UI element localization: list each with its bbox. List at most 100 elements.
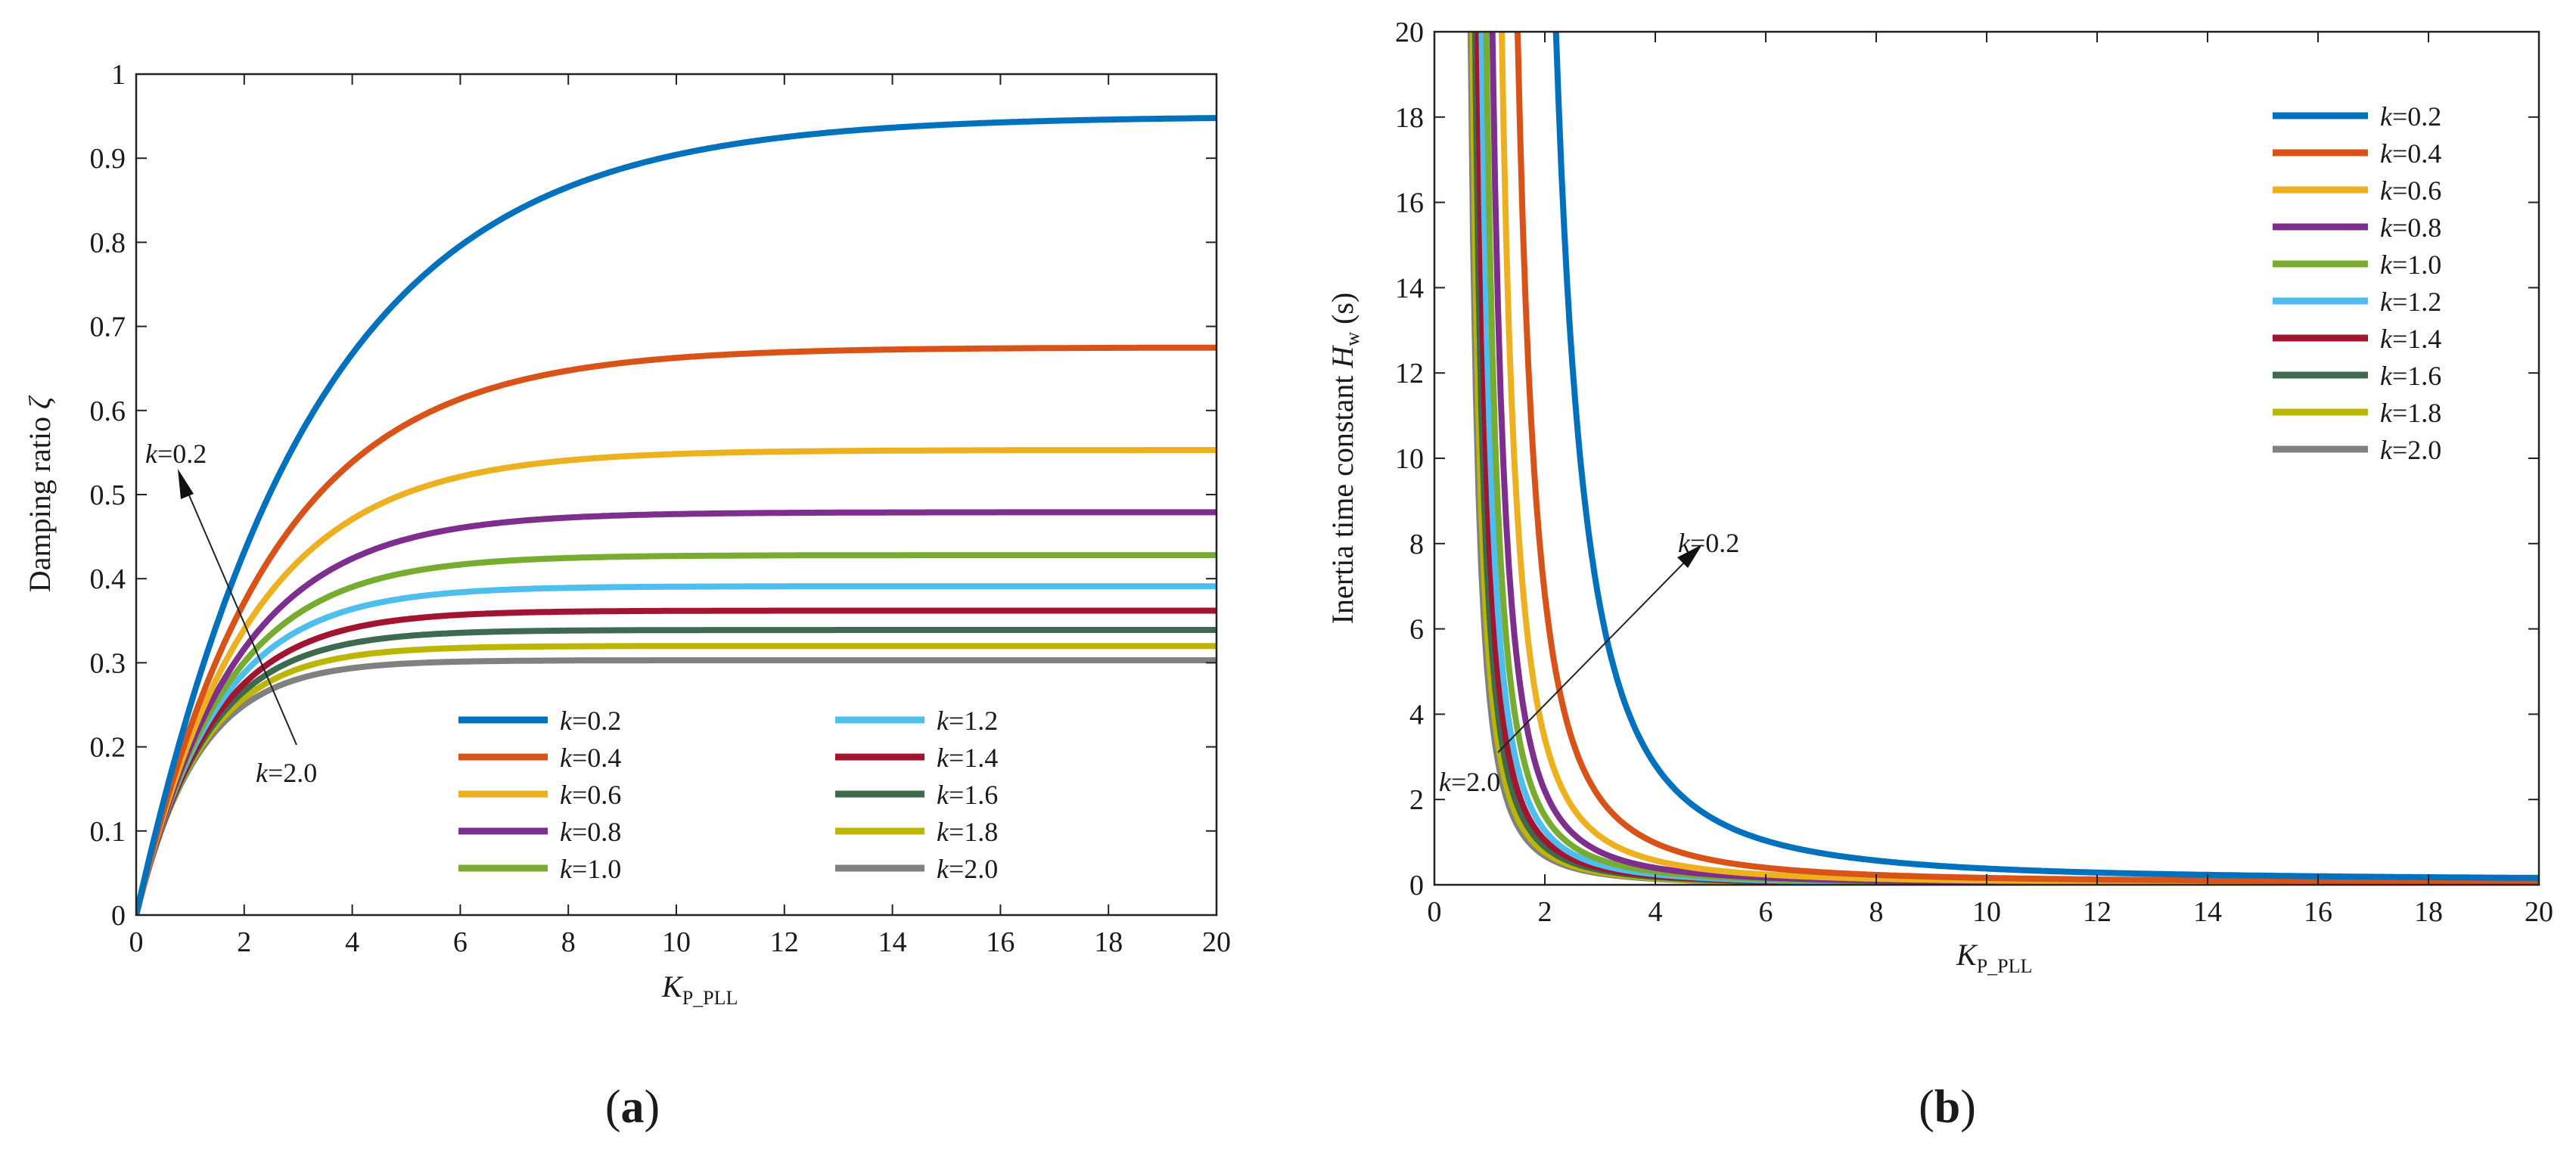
- chart-a-annotation-arrowhead: [178, 469, 194, 499]
- chart-a-annotation-arrow: [186, 489, 297, 746]
- chart-a-ticks: 0 2 4 6 8 10 12 14 16 18 20 0 0.1 0.2 0.3 0.4 0.5 0.6 0.7 0…: [90, 59, 1232, 958]
- chart-a-legend-label: k=0.8: [560, 817, 621, 847]
- chart-a-series-k-0_4: [136, 344, 1217, 915]
- chart-a-xtick-label: 2: [237, 926, 251, 958]
- chart-a-series-k-0_2: [136, 115, 1217, 915]
- chart-b-series-k-1_8: [1469, 32, 2539, 885]
- chart-b-ytick-label: 0: [1409, 870, 1424, 901]
- chart-b-xlabel: KP_PLL: [1956, 938, 2032, 977]
- chart-a-series-k-0_6: [136, 447, 1217, 915]
- chart-b-legend-label: k=0.6: [2380, 175, 2441, 206]
- chart-a-series-k-2_0: [136, 657, 1217, 915]
- chart-b-legend-label: k=0.4: [2380, 138, 2441, 169]
- chart-b-ytick-label: 14: [1395, 272, 1424, 304]
- chart-a: 0 2 4 6 8 10 12 14 16 18 20 0 0.1 0.2 0.3 0.4 0.5 0.6 0.7 0…: [23, 59, 1231, 1133]
- chart-a-curves: [136, 115, 1217, 915]
- chart-b-xtick-label: 6: [1759, 896, 1773, 928]
- chart-a-ytick-label: 0.4: [90, 563, 126, 595]
- chart-a-legend-label: k=0.6: [560, 780, 621, 810]
- chart-a-ytick-label: 1: [111, 59, 126, 91]
- chart-a-xtick-label: 12: [770, 926, 799, 958]
- chart-b-legend-label: k=2.0: [2380, 435, 2441, 465]
- chart-b-ticks: 0 2 4 6 8 10 12 14 16 18 20 0 2 4 6 8 10 12 14 16 18 20: [1395, 17, 2553, 928]
- chart-b-ylabel: Inertia time constant Hw (s): [1325, 293, 1363, 625]
- chart-b-series-k-2_0: [1467, 32, 2539, 885]
- chart-a-ytick-label: 0.7: [90, 312, 126, 343]
- chart-a-xtick-label: 0: [129, 926, 144, 958]
- chart-b-legend: k=0.2 k=0.4 k=0.6 k=0.8 k=1.0 k=1.2 k=1.4 k=1.6…: [2273, 101, 2441, 465]
- chart-b-ytick-label: 8: [1409, 529, 1424, 560]
- chart-a-ytick-label: 0.5: [90, 479, 126, 511]
- chart-b-xtick-label: 16: [2304, 896, 2332, 928]
- chart-b-xtick-label: 12: [2083, 896, 2111, 928]
- chart-b-annotation-arrowhead: [1677, 544, 1702, 568]
- chart-b-legend-label: k=1.0: [2380, 250, 2441, 280]
- chart-a-ytick-label: 0.8: [90, 227, 126, 259]
- chart-a-plot-frame: [135, 73, 1218, 917]
- chart-b-xtick-label: 18: [2414, 896, 2443, 928]
- chart-b-ytick-label: 20: [1395, 17, 1424, 48]
- chart-b-legend-label: k=1.2: [2380, 287, 2441, 317]
- chart-b-ytick-label: 10: [1395, 443, 1424, 475]
- chart-a-xtick-label: 4: [345, 926, 359, 958]
- chart-a-legend-label: k=2.0: [937, 854, 998, 884]
- chart-a-legend-label: k=0.4: [560, 743, 621, 773]
- chart-b-series-k-0_4: [1515, 32, 2539, 885]
- chart-a-xtick-label: 14: [878, 926, 907, 958]
- chart-a-ytick-label: 0.6: [90, 396, 126, 427]
- chart-b-ytick-label: 4: [1409, 699, 1424, 731]
- chart-a-series-k-1_0: [136, 552, 1217, 915]
- chart-a-legend-label: k=1.6: [937, 780, 998, 810]
- chart-a-legend-label: k=0.2: [560, 706, 621, 736]
- chart-a-legend-label: k=1.0: [560, 854, 621, 884]
- chart-b-annotation-bottom: k=2.0: [1439, 767, 1500, 797]
- chart-b-legend-label: k=0.2: [2380, 101, 2441, 132]
- chart-a-legend: k=0.2 k=0.4 k=0.6 k=0.8 k=1.0 k=1.2 k=1.4 k=1.6…: [458, 706, 998, 884]
- chart-b-annotation-top: k=0.2: [1678, 528, 1739, 558]
- chart-b-ytick-label: 16: [1395, 188, 1424, 219]
- chart-b: 0 2 4 6 8 10 12 14 16 18 20 0 2 4 6 8 10 12 14 16 18 20 Inert…: [1325, 17, 2553, 1133]
- chart-a-ytick-label: 0.3: [90, 647, 126, 679]
- chart-a-xlabel: KP_PLL: [661, 970, 738, 1009]
- chart-b-ytick-label: 12: [1395, 358, 1424, 389]
- chart-b-legend-label: k=1.4: [2380, 324, 2441, 354]
- chart-a-series-k-1_6: [136, 627, 1217, 915]
- chart-a-series-k-1_4: [136, 607, 1217, 915]
- chart-b-series-k-0_2: [1552, 32, 2539, 881]
- chart-a-ytick-label: 0.2: [90, 732, 126, 764]
- chart-b-xtick-label: 0: [1428, 896, 1442, 928]
- chart-b-panel-label: (b): [1919, 1081, 1976, 1133]
- chart-a-legend-label: k=1.8: [937, 817, 998, 847]
- chart-a-xtick-label: 6: [453, 926, 468, 958]
- chart-b-ytick-label: 18: [1395, 102, 1424, 134]
- chart-a-ylabel: Damping ratio ζ: [23, 395, 57, 592]
- chart-b-series-k-1_6: [1471, 32, 2539, 885]
- chart-a-annotation-bottom: k=2.0: [256, 758, 317, 788]
- chart-a-ytick-label: 0.1: [90, 816, 126, 848]
- chart-a-xtick-label: 20: [1202, 926, 1231, 958]
- chart-a-xtick-label: 8: [561, 926, 576, 958]
- chart-a-xtick-label: 10: [662, 926, 691, 958]
- chart-b-legend-label: k=1.6: [2380, 361, 2441, 391]
- chart-a-annotation-top: k=0.2: [145, 439, 207, 469]
- chart-a-ytick-label: 0: [111, 900, 126, 932]
- chart-a-series-k-1_8: [136, 643, 1217, 915]
- chart-b-xtick-label: 20: [2525, 896, 2553, 928]
- chart-a-series-k-0_8: [136, 509, 1217, 915]
- chart-b-curves: [1467, 32, 2539, 885]
- chart-a-xtick-label: 16: [986, 926, 1015, 958]
- chart-b-xtick-label: 4: [1648, 896, 1663, 928]
- chart-a-legend-label: k=1.2: [937, 706, 998, 736]
- chart-b-legend-label: k=1.8: [2380, 398, 2441, 428]
- chart-a-xtick-label: 18: [1094, 926, 1123, 958]
- chart-b-xtick-label: 14: [2193, 896, 2222, 928]
- chart-b-xtick-label: 2: [1538, 896, 1552, 928]
- chart-b-xtick-label: 10: [1972, 896, 2001, 928]
- chart-b-ytick-label: 2: [1409, 784, 1424, 816]
- chart-b-legend-label: k=0.8: [2380, 213, 2441, 243]
- chart-a-ytick-label: 0.9: [90, 143, 126, 175]
- chart-b-ytick-label: 6: [1409, 614, 1424, 646]
- chart-a-panel-label: (a): [605, 1081, 660, 1133]
- chart-b-annotation-arrow: [1497, 560, 1686, 753]
